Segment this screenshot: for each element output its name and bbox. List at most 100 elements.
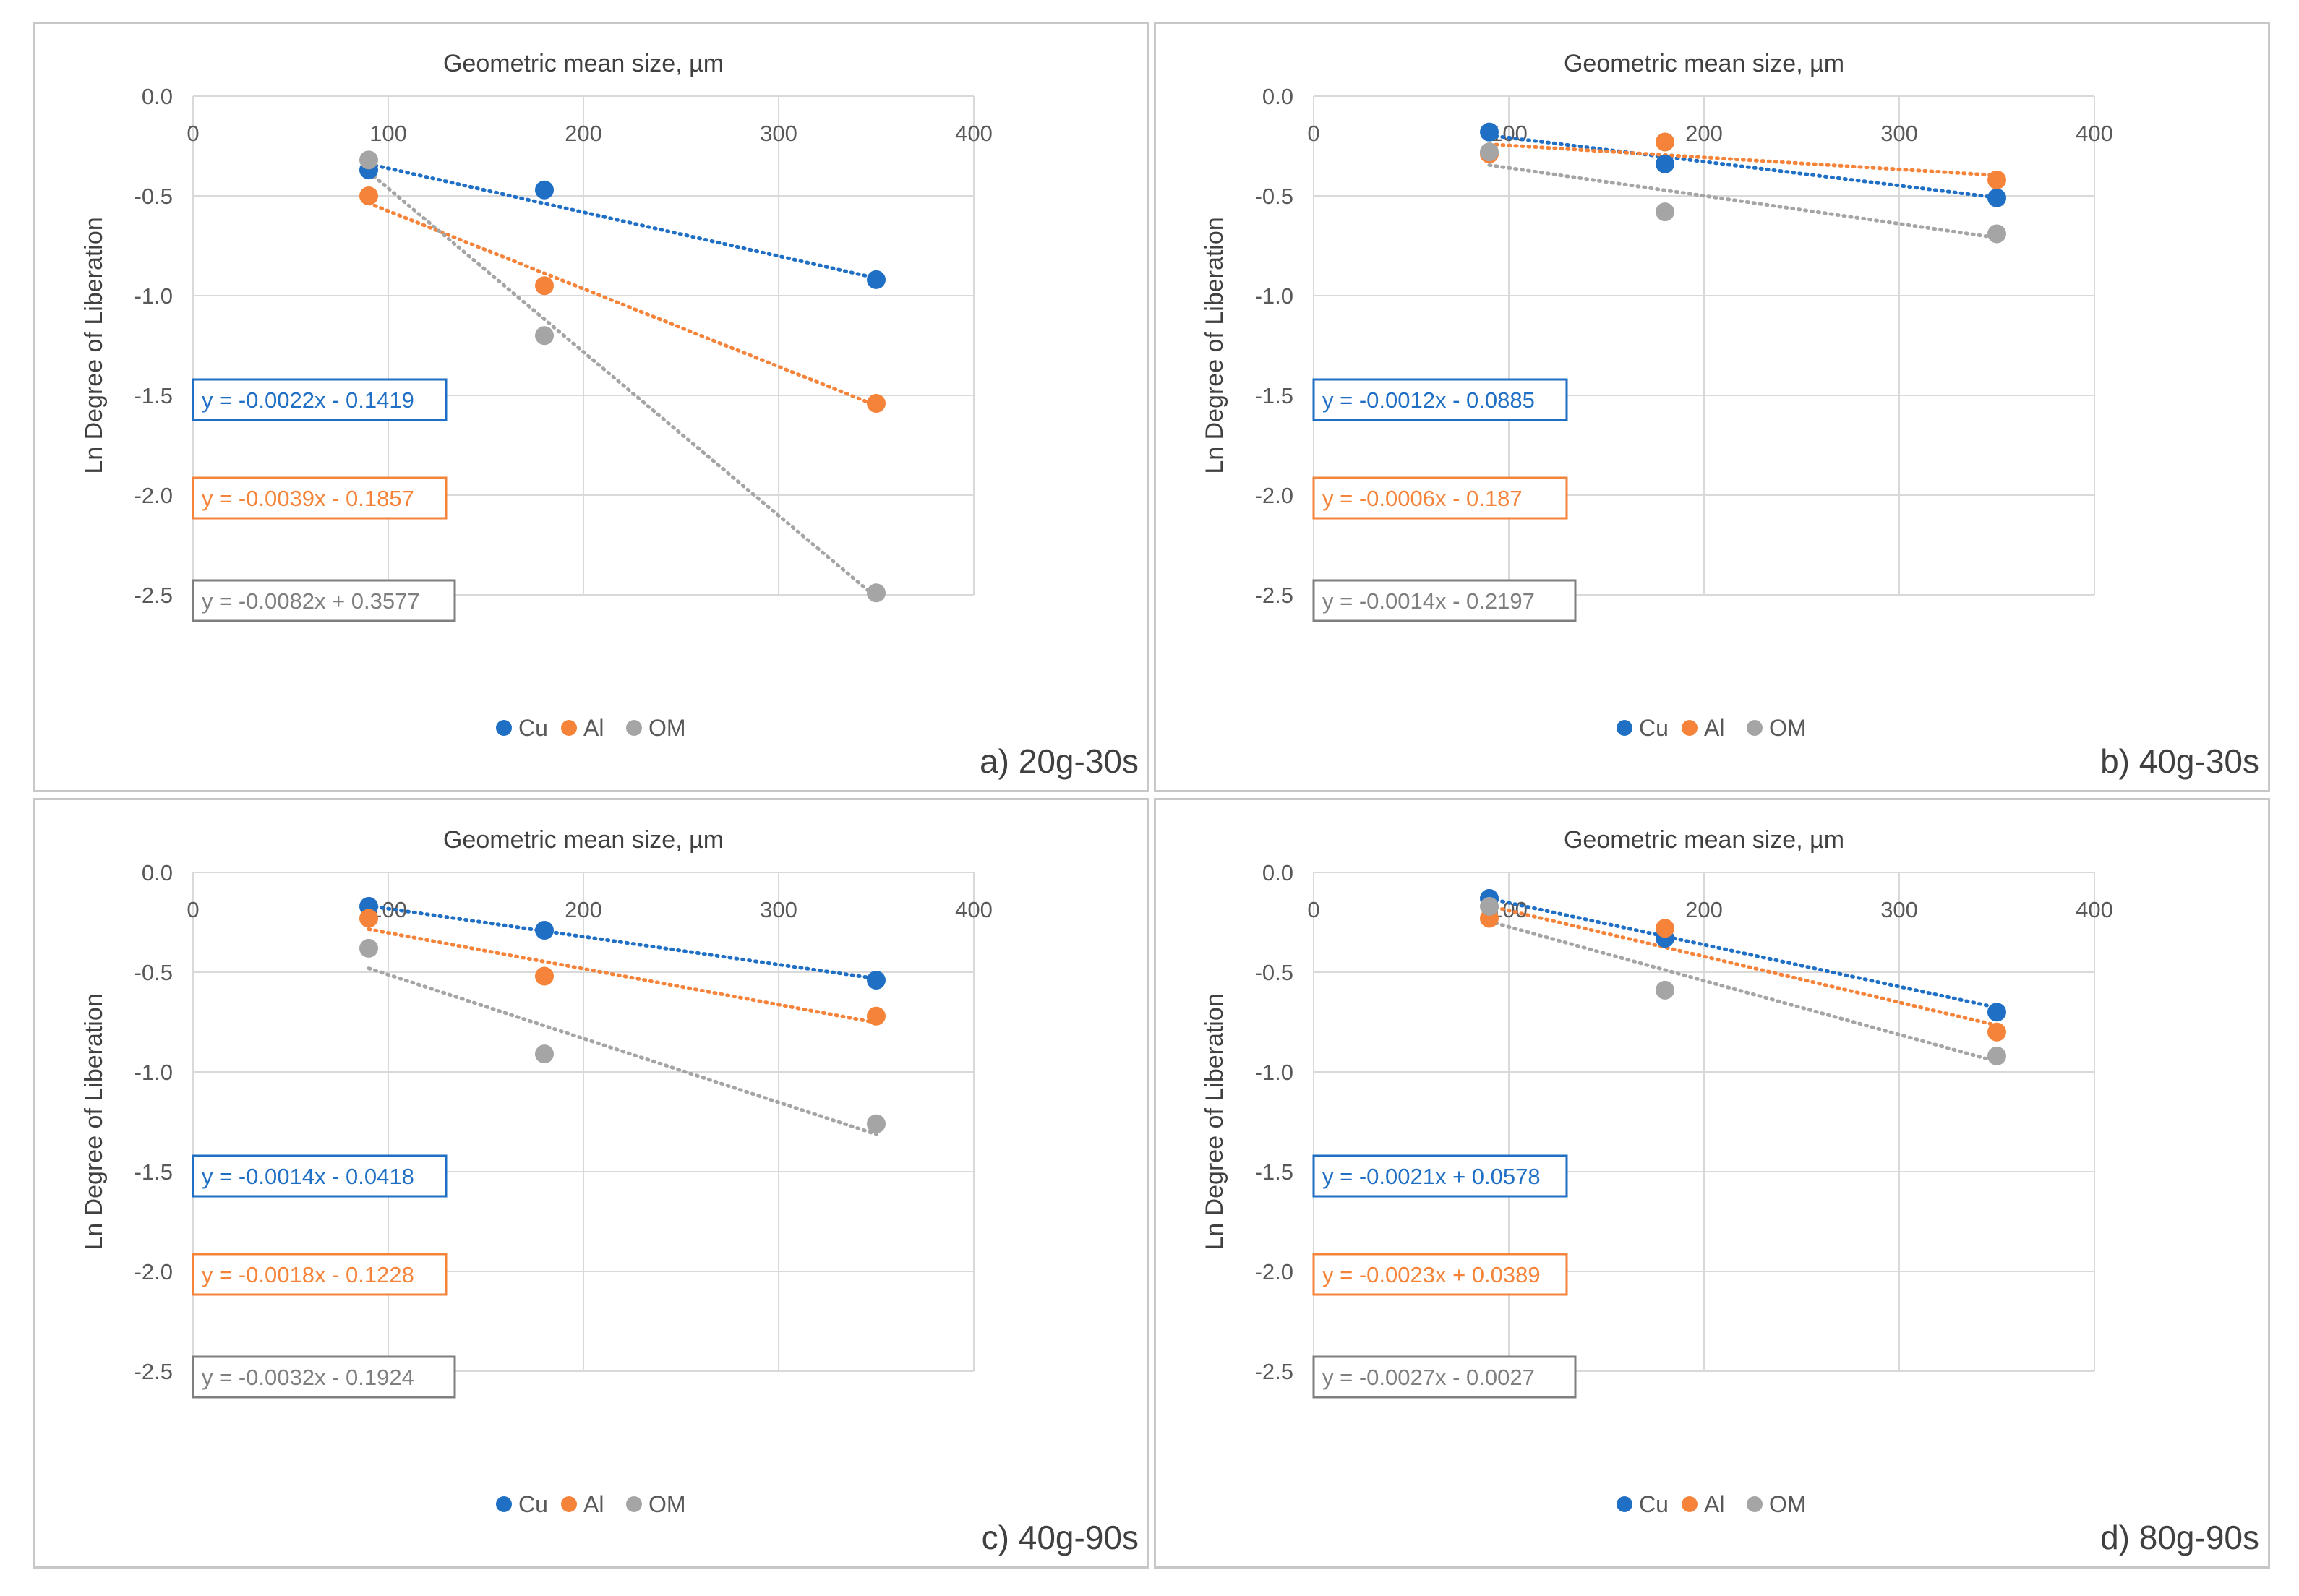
y-tick-label: -1.0 bbox=[134, 283, 173, 309]
trendline-cu bbox=[1487, 133, 1999, 200]
equation-text: y = -0.0027x - 0.0027 bbox=[1322, 1365, 1535, 1390]
chart-title: Geometric mean size, µm bbox=[1564, 50, 1844, 77]
data-point-om bbox=[1480, 896, 1499, 916]
data-point-al bbox=[1656, 919, 1674, 938]
legend-marker-al bbox=[561, 1496, 577, 1512]
legend: Cu Al OM bbox=[1617, 715, 1807, 741]
y-tick-label: -2.5 bbox=[134, 583, 173, 608]
x-tick-label: 400 bbox=[955, 897, 993, 922]
data-point-al bbox=[359, 186, 378, 205]
data-point-al bbox=[1987, 1022, 2006, 1042]
y-tick-label: -2.0 bbox=[134, 1259, 173, 1284]
trendline-equation-om: y = -0.0032x - 0.1924 bbox=[192, 1355, 456, 1399]
x-tick-label: 200 bbox=[1685, 121, 1723, 146]
panel-label: b) 40g-30s bbox=[2100, 742, 2259, 780]
x-tick-label: 0 bbox=[187, 121, 199, 146]
x-tick-label: 300 bbox=[760, 897, 797, 922]
y-tick-label: -1.0 bbox=[1255, 1060, 1293, 1085]
data-point-om bbox=[867, 583, 886, 603]
equation-text: y = -0.0032x - 0.1924 bbox=[202, 1365, 414, 1390]
trendline-om bbox=[1487, 919, 1999, 1064]
trendline-cu bbox=[367, 904, 878, 981]
legend-marker-om bbox=[626, 1496, 642, 1512]
equation-text: y = -0.0014x - 0.0418 bbox=[202, 1164, 414, 1189]
data-point-al bbox=[1656, 132, 1674, 152]
x-tick-label: 400 bbox=[955, 121, 993, 146]
chart-title: Geometric mean size, µm bbox=[443, 826, 724, 854]
y-tick-label: -2.5 bbox=[1255, 583, 1293, 608]
trendline-al bbox=[367, 927, 878, 1025]
legend-label-cu: Cu bbox=[1639, 715, 1669, 741]
trendline-al bbox=[367, 201, 878, 408]
data-point-al bbox=[1987, 170, 2006, 189]
legend-label-om: OM bbox=[1769, 715, 1807, 741]
panel-label: c) 40g-90s bbox=[982, 1519, 1139, 1556]
y-tick-label: -2.0 bbox=[1255, 1259, 1293, 1284]
chart-svg: Geometric mean size, µm Ln Degree of Libe… bbox=[80, 50, 1139, 780]
trendline-al bbox=[1487, 904, 1999, 1027]
x-tick-label: 200 bbox=[1685, 897, 1723, 922]
chart-title: Geometric mean size, µm bbox=[1564, 826, 1844, 854]
y-axis-label: Ln Degree of Liberation bbox=[1201, 993, 1228, 1250]
equation-text: y = -0.0018x - 0.1228 bbox=[202, 1262, 414, 1287]
trendline-equation-al: y = -0.0023x + 0.0389 bbox=[1312, 1253, 1568, 1296]
data-point-cu bbox=[535, 180, 554, 200]
legend-label-cu: Cu bbox=[1639, 1491, 1669, 1517]
x-tick-label: 300 bbox=[760, 121, 797, 146]
y-tick-label: 0.0 bbox=[1262, 84, 1293, 109]
trendline-al bbox=[1487, 142, 1999, 178]
trendline-cu bbox=[1487, 896, 1999, 1010]
y-tick-label: -1.5 bbox=[1255, 1159, 1293, 1185]
legend-marker-om bbox=[1747, 1496, 1763, 1512]
legend: Cu Al OM bbox=[496, 715, 686, 741]
data-point-cu bbox=[867, 971, 886, 990]
chart-panel-b: Geometric mean size, µm Ln Degree of Libe… bbox=[1154, 22, 2270, 792]
y-axis-label: Ln Degree of Liberation bbox=[80, 217, 108, 473]
y-tick-label: 0.0 bbox=[1262, 860, 1293, 885]
legend-marker-cu bbox=[496, 1496, 512, 1512]
legend-label-cu: Cu bbox=[518, 715, 548, 741]
y-tick-label: 0.0 bbox=[142, 860, 173, 885]
trendline-equation-cu: y = -0.0012x - 0.0885 bbox=[1312, 378, 1568, 421]
y-tick-label: -0.5 bbox=[134, 184, 173, 209]
x-tick-label: 200 bbox=[565, 121, 602, 146]
legend-label-al: Al bbox=[583, 715, 604, 741]
chart-panel-c: Geometric mean size, µm Ln Degree of Libe… bbox=[33, 798, 1150, 1569]
data-point-cu bbox=[867, 270, 886, 289]
data-point-al bbox=[867, 394, 886, 413]
chart-panel-d: Geometric mean size, µm Ln Degree of Libe… bbox=[1154, 798, 2270, 1569]
x-tick-label: 400 bbox=[2076, 121, 2113, 146]
legend-marker-cu bbox=[1617, 720, 1632, 736]
legend-label-al: Al bbox=[1704, 715, 1724, 741]
legend-label-om: OM bbox=[648, 715, 686, 741]
chart-panel-a: Geometric mean size, µm Ln Degree of Libe… bbox=[33, 22, 1150, 792]
data-point-cu bbox=[1987, 188, 2006, 207]
data-point-om bbox=[359, 938, 378, 958]
legend-label-al: Al bbox=[1704, 1491, 1724, 1517]
y-tick-label: -1.5 bbox=[1255, 383, 1293, 408]
chart-svg: Geometric mean size, µm Ln Degree of Libe… bbox=[80, 826, 1139, 1556]
y-tick-label: -0.5 bbox=[1255, 184, 1293, 209]
trendline-equation-al: y = -0.0006x - 0.187 bbox=[1312, 476, 1568, 520]
legend-marker-cu bbox=[496, 720, 512, 736]
x-tick-label: 0 bbox=[187, 897, 199, 922]
panel-label: a) 20g-30s bbox=[980, 742, 1139, 780]
panel-label: d) 80g-90s bbox=[2100, 1519, 2259, 1556]
trendline-equation-om: y = -0.0082x + 0.3577 bbox=[192, 579, 456, 622]
data-point-al bbox=[535, 276, 554, 296]
trendline-equation-cu: y = -0.0021x + 0.0578 bbox=[1312, 1154, 1568, 1198]
y-tick-label: -1.5 bbox=[134, 383, 173, 408]
data-point-al bbox=[535, 966, 554, 986]
data-point-cu bbox=[1656, 154, 1674, 173]
x-tick-label: 400 bbox=[2076, 897, 2113, 922]
data-point-om bbox=[1656, 980, 1674, 1000]
data-point-cu bbox=[1480, 122, 1499, 142]
y-tick-label: -1.5 bbox=[134, 1159, 173, 1185]
data-point-om bbox=[1480, 142, 1499, 162]
y-axis-label: Ln Degree of Liberation bbox=[1201, 217, 1228, 473]
x-tick-label: 300 bbox=[1880, 897, 1918, 922]
data-point-om bbox=[535, 326, 554, 346]
data-point-om bbox=[359, 150, 378, 170]
y-tick-label: -0.5 bbox=[1255, 960, 1293, 985]
legend-label-om: OM bbox=[1769, 1491, 1807, 1517]
